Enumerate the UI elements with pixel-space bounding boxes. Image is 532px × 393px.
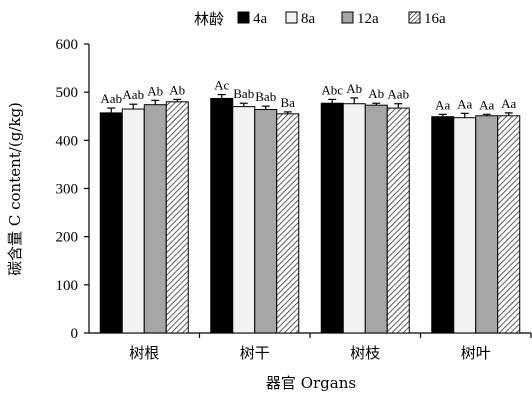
data-label: Aab xyxy=(387,87,409,102)
bar xyxy=(99,112,123,334)
data-label: Aa xyxy=(435,97,450,112)
y-ticks: 0 100 200 300 400 500 600 xyxy=(56,37,89,342)
bar xyxy=(143,104,167,334)
bar xyxy=(342,103,366,334)
data-label: Ab xyxy=(368,86,384,101)
data-label: Ba xyxy=(281,95,296,110)
data-label: Aa xyxy=(501,96,516,111)
data-label: Abc xyxy=(321,82,343,97)
x-tick-label: 树叶 xyxy=(461,345,491,362)
data-label: Ab xyxy=(346,81,362,96)
bar xyxy=(475,115,499,334)
legend-swatch xyxy=(341,11,354,24)
bar xyxy=(453,117,477,334)
x-axis-label: 器官 Organs xyxy=(266,374,356,392)
x-ticks: 树根 树干 树枝 树叶 xyxy=(129,333,532,362)
x-tick-label: 树枝 xyxy=(350,345,380,362)
bar xyxy=(254,109,278,334)
bar xyxy=(431,116,455,334)
legend-swatch xyxy=(285,11,298,24)
data-label: Bab xyxy=(233,86,254,101)
y-axis-label: 碳含量 C content/(g/kg) xyxy=(6,102,24,276)
bar xyxy=(232,106,256,334)
x-tick-label: 树干 xyxy=(240,345,270,362)
bar xyxy=(121,108,145,334)
legend-title: 林龄 xyxy=(194,10,224,28)
legend-label: 16a xyxy=(424,11,446,27)
data-label: Ab xyxy=(169,82,185,97)
bar xyxy=(497,115,521,334)
bar xyxy=(364,104,388,334)
bar xyxy=(276,113,300,334)
x-tick-label: 树根 xyxy=(129,345,159,362)
bar xyxy=(165,101,189,334)
bar xyxy=(210,97,234,334)
data-label: Aa xyxy=(479,97,494,112)
data-label: Aa xyxy=(457,96,472,111)
legend-label: 12a xyxy=(357,11,379,27)
y-tick-label: 600 xyxy=(56,37,79,53)
bar xyxy=(320,102,344,334)
y-tick-label: 100 xyxy=(56,278,79,294)
data-label: Aab xyxy=(100,91,122,106)
y-tick-label: 400 xyxy=(56,133,79,149)
data-label: Bab xyxy=(255,89,276,104)
y-tick-label: 500 xyxy=(56,85,79,101)
data-label: Aab xyxy=(122,87,144,102)
legend-swatch xyxy=(408,11,421,24)
legend: 林龄 4a 8a 12a 16a xyxy=(194,10,446,28)
legend-label: 4a xyxy=(253,11,268,27)
y-tick-label: 300 xyxy=(56,182,79,198)
y-tick-label: 200 xyxy=(56,230,79,246)
bar xyxy=(386,107,410,334)
legend-swatch xyxy=(237,11,250,24)
legend-label: 8a xyxy=(301,11,316,27)
data-label: Ab xyxy=(147,83,163,98)
data-label: Ac xyxy=(214,78,229,93)
y-tick-label: 0 xyxy=(71,326,79,342)
